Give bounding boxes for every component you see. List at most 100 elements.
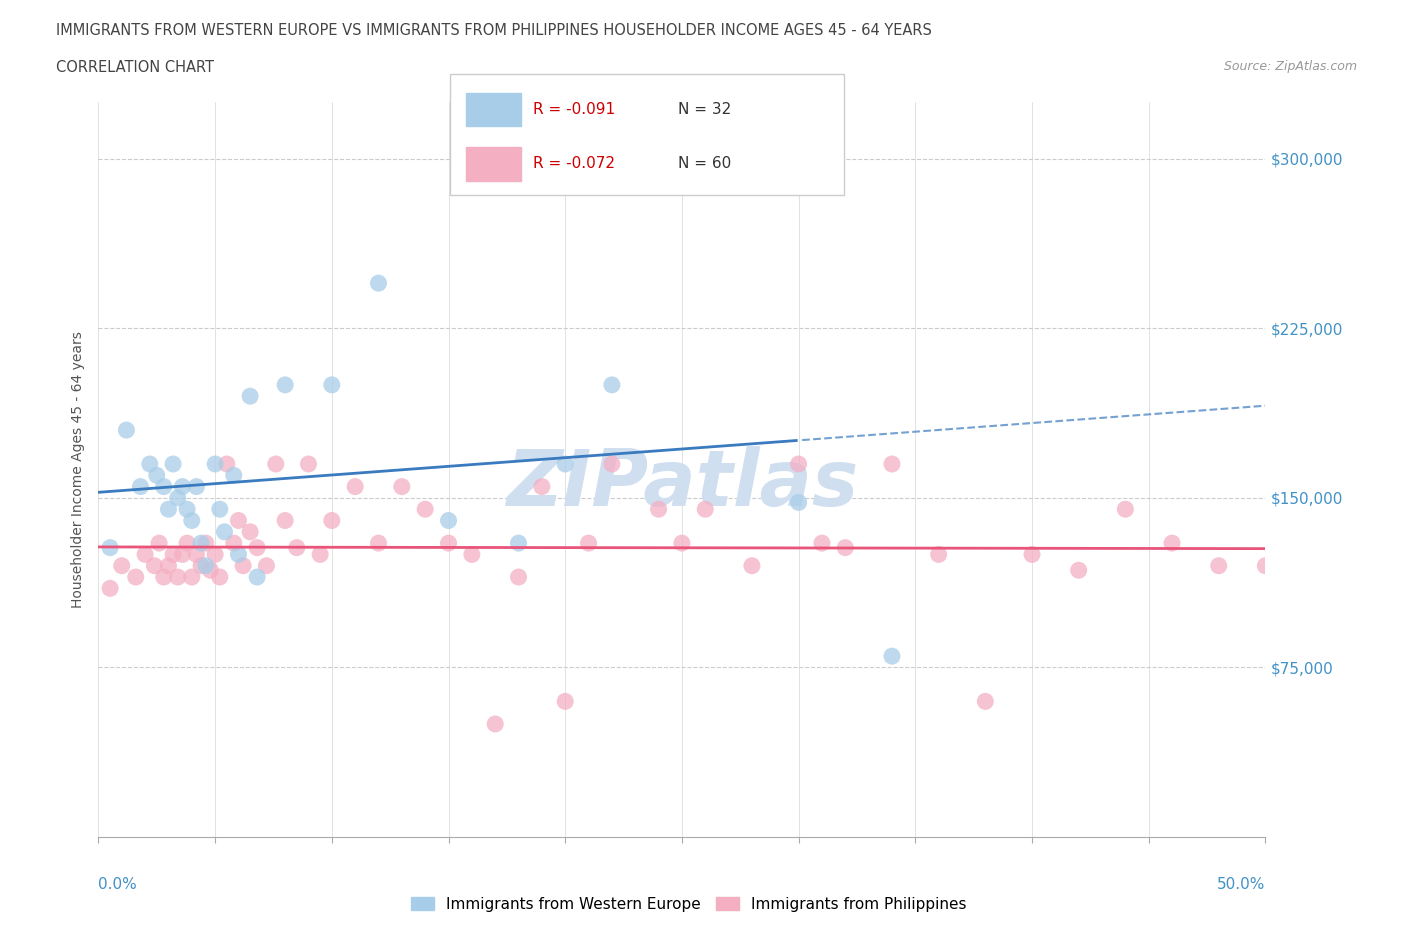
Point bbox=[139, 457, 162, 472]
Point bbox=[274, 513, 297, 528]
Text: 50.0%: 50.0% bbox=[1218, 877, 1265, 893]
Point bbox=[194, 558, 217, 573]
Point bbox=[204, 547, 226, 562]
Point bbox=[413, 502, 436, 517]
Point bbox=[578, 536, 600, 551]
Point bbox=[208, 502, 231, 517]
Text: R = -0.072: R = -0.072 bbox=[533, 156, 614, 171]
Point bbox=[157, 558, 180, 573]
Point bbox=[152, 569, 174, 584]
Point bbox=[186, 479, 208, 494]
Point bbox=[297, 457, 319, 472]
Bar bbox=[465, 147, 520, 180]
Point bbox=[204, 457, 226, 472]
Point bbox=[246, 569, 269, 584]
Point bbox=[695, 502, 717, 517]
Point bbox=[111, 558, 134, 573]
FancyBboxPatch shape bbox=[450, 74, 844, 195]
Text: ZIPatlas: ZIPatlas bbox=[506, 446, 858, 523]
Point bbox=[309, 547, 332, 562]
Point bbox=[1021, 547, 1043, 562]
Point bbox=[437, 513, 460, 528]
Point bbox=[115, 422, 138, 437]
Point bbox=[461, 547, 484, 562]
Point bbox=[928, 547, 950, 562]
Point bbox=[190, 536, 212, 551]
Point bbox=[321, 513, 343, 528]
Point bbox=[1161, 536, 1184, 551]
Point bbox=[554, 457, 576, 472]
Point bbox=[166, 569, 188, 584]
Point bbox=[508, 536, 530, 551]
Point bbox=[180, 513, 202, 528]
Point bbox=[600, 378, 623, 392]
Point bbox=[811, 536, 834, 551]
Bar bbox=[465, 93, 520, 126]
Point bbox=[321, 378, 343, 392]
Point bbox=[125, 569, 148, 584]
Point bbox=[530, 479, 553, 494]
Point bbox=[186, 547, 208, 562]
Point bbox=[208, 569, 231, 584]
Point bbox=[647, 502, 669, 517]
Point bbox=[200, 563, 222, 578]
Point bbox=[787, 495, 810, 510]
Point bbox=[256, 558, 278, 573]
Point bbox=[239, 525, 262, 539]
Point bbox=[1208, 558, 1230, 573]
Point bbox=[1114, 502, 1136, 517]
Point bbox=[274, 378, 297, 392]
Point bbox=[264, 457, 287, 472]
Point bbox=[787, 457, 810, 472]
Point bbox=[437, 536, 460, 551]
Point bbox=[214, 525, 236, 539]
Text: 0.0%: 0.0% bbox=[98, 877, 138, 893]
Text: R = -0.091: R = -0.091 bbox=[533, 102, 614, 117]
Point bbox=[367, 536, 389, 551]
Point bbox=[228, 513, 250, 528]
Point bbox=[239, 389, 262, 404]
Point bbox=[741, 152, 763, 166]
Point bbox=[285, 540, 308, 555]
Point bbox=[1067, 563, 1090, 578]
Text: N = 32: N = 32 bbox=[678, 102, 731, 117]
Point bbox=[508, 569, 530, 584]
Point bbox=[367, 275, 389, 290]
Point bbox=[162, 547, 184, 562]
Point bbox=[157, 502, 180, 517]
Point bbox=[190, 558, 212, 573]
Legend: Immigrants from Western Europe, Immigrants from Philippines: Immigrants from Western Europe, Immigran… bbox=[405, 890, 973, 918]
Point bbox=[98, 540, 121, 555]
Point bbox=[194, 536, 217, 551]
Point bbox=[148, 536, 170, 551]
Point bbox=[880, 649, 903, 664]
Point bbox=[834, 540, 856, 555]
Point bbox=[554, 694, 576, 709]
Text: CORRELATION CHART: CORRELATION CHART bbox=[56, 60, 214, 75]
Point bbox=[180, 569, 202, 584]
Point bbox=[98, 581, 121, 596]
Point bbox=[176, 502, 198, 517]
Point bbox=[671, 536, 693, 551]
Point bbox=[129, 479, 152, 494]
Point bbox=[215, 457, 238, 472]
Point bbox=[600, 457, 623, 472]
Point bbox=[222, 536, 245, 551]
Point bbox=[172, 479, 194, 494]
Text: Source: ZipAtlas.com: Source: ZipAtlas.com bbox=[1223, 60, 1357, 73]
Point bbox=[222, 468, 245, 483]
Point bbox=[172, 547, 194, 562]
Point bbox=[143, 558, 166, 573]
Point bbox=[176, 536, 198, 551]
Point bbox=[162, 457, 184, 472]
Point bbox=[166, 490, 188, 505]
Point bbox=[344, 479, 367, 494]
Point bbox=[228, 547, 250, 562]
Point bbox=[134, 547, 156, 562]
Point bbox=[152, 479, 174, 494]
Point bbox=[741, 558, 763, 573]
Point bbox=[880, 457, 903, 472]
Point bbox=[1254, 558, 1277, 573]
Point bbox=[146, 468, 169, 483]
Text: N = 60: N = 60 bbox=[678, 156, 731, 171]
